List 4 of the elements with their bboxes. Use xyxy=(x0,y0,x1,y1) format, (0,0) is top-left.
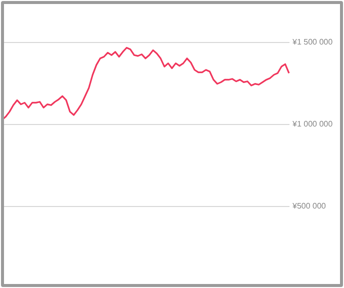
line-series xyxy=(1,46,290,121)
y-tick-label: ¥1 000 000 xyxy=(292,120,334,128)
y-tick-label: ¥500 000 xyxy=(292,202,326,210)
y-tick-label: ¥1 500 000 xyxy=(292,38,334,46)
